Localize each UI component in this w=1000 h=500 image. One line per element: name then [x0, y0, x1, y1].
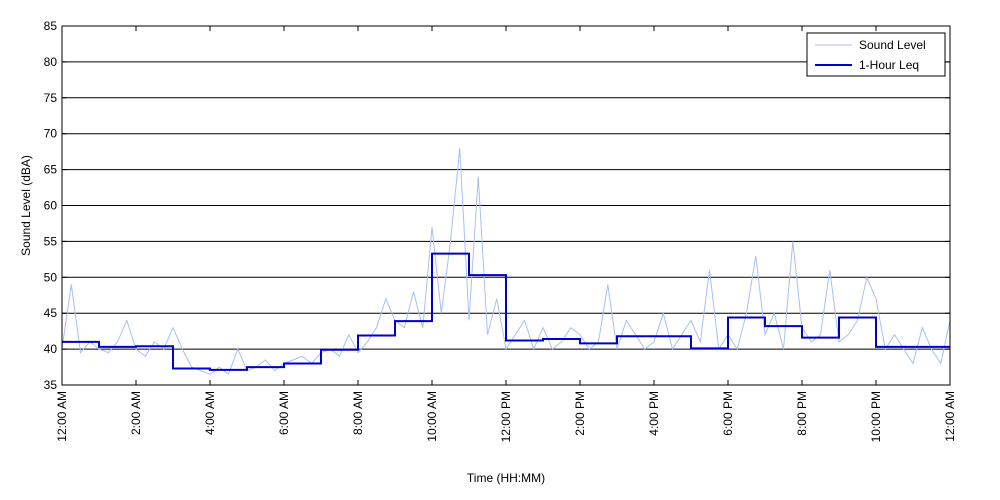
y-tick-label: 65: [44, 163, 58, 177]
legend-box: [806, 32, 946, 77]
legend-entry-sound-level: Sound Level: [859, 38, 926, 52]
series-1-hour-leq: [62, 252, 950, 371]
y-tick-label: 55: [44, 234, 58, 248]
x-tick-label: 12:00 AM: [943, 391, 957, 442]
x-axis-label: Time (HH:MM): [467, 471, 545, 485]
x-tick-label: 12:00 AM: [55, 391, 69, 442]
x-tick-label: 2:00 PM: [573, 391, 587, 436]
x-tick-label: 4:00 AM: [203, 391, 217, 435]
x-tick-label: 10:00 PM: [869, 391, 883, 442]
y-tick-label: 80: [44, 55, 58, 69]
x-tick-label: 2:00 AM: [129, 391, 143, 435]
leq-step-line: [62, 252, 950, 371]
x-axis: 12:00 AM 2:00 AM 4:00 AM 6:00 AM 8:00 AM 10:0…: [55, 26, 957, 442]
x-tick-label: 6:00 PM: [721, 391, 735, 436]
y-tick-label: 35: [44, 378, 58, 392]
legend-entry-1-hour-leq: 1-Hour Leq: [859, 58, 919, 72]
x-tick-label: 8:00 PM: [795, 391, 809, 436]
y-axis: 35 40 45 50 55 60 65 70 75 80 85: [44, 19, 950, 392]
y-tick-label: 60: [44, 199, 58, 213]
x-tick-label: 4:00 PM: [647, 391, 661, 436]
x-tick-label: 6:00 AM: [277, 391, 291, 435]
y-tick-label: 70: [44, 127, 58, 141]
y-axis-label: Sound Level (dBA): [19, 155, 33, 256]
legend: Sound Level 1-Hour Leq: [806, 32, 946, 77]
y-tick-label: 45: [44, 306, 58, 320]
x-tick-label: 8:00 AM: [351, 391, 365, 435]
y-tick-label: 40: [44, 342, 58, 356]
y-tick-label: 50: [44, 270, 58, 284]
y-tick-label: 75: [44, 91, 58, 105]
x-tick-label: 12:00 PM: [499, 391, 513, 442]
x-tick-label: 10:00 AM: [425, 391, 439, 442]
y-tick-label: 85: [44, 19, 58, 33]
